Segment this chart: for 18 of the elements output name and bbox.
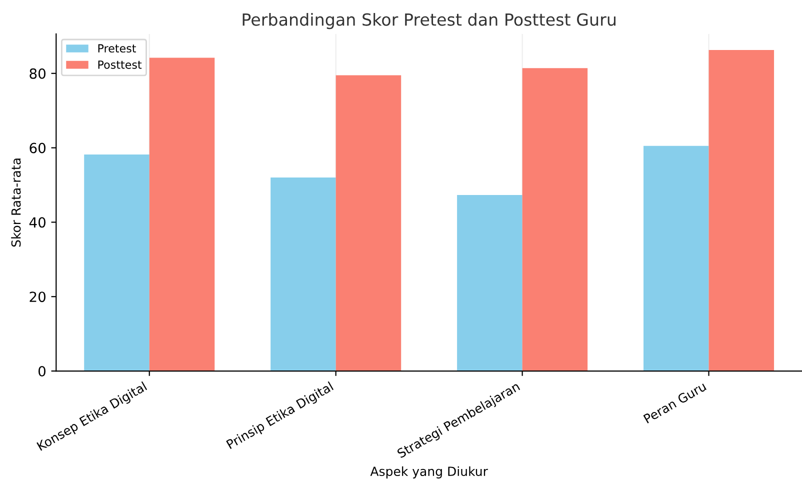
y-tick-label: 40 [29,217,46,228]
bar [457,195,522,372]
bar [336,75,402,372]
y-tick-label: 60 [30,142,46,154]
bar [708,50,774,372]
x-axis-title: Aspek yang Diukur [370,466,488,478]
y-tick-label: 0 [38,366,46,376]
chart-title: Perbandingan Skor Pretest dan Posttest Guru [242,12,616,30]
y-tick-label: 80 [30,68,46,79]
bar [522,68,588,372]
bar [84,154,150,372]
y-axis-title: Skor Rata-rata [11,158,21,247]
legend-label: Pretest [98,44,136,53]
bar [149,58,215,372]
bar [644,146,709,372]
legend-label: Posttest [98,60,142,69]
bar [270,178,336,372]
y-tick-label: 20 [30,292,46,302]
